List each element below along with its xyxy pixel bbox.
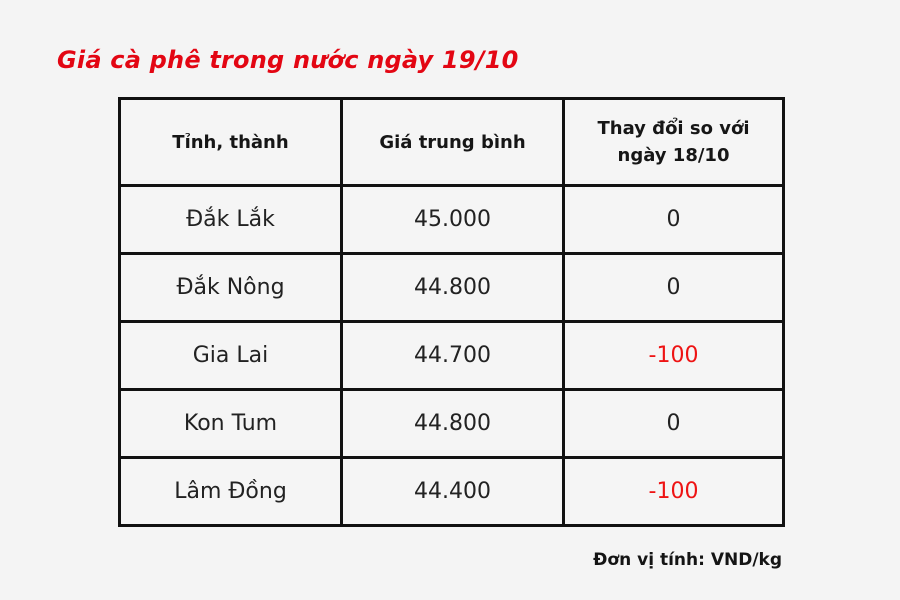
change-cell: 0	[562, 252, 785, 323]
change-cell: 0	[562, 184, 785, 255]
table-row: Gia Lai 44.700 -100	[118, 320, 785, 391]
price-cell: 44.400	[340, 456, 565, 527]
table-body: Đắk Lắk 45.000 0 Đắk Nông 44.800 0 Gia Lai 44.7…	[118, 184, 785, 527]
province-cell: Đắk Nông	[118, 252, 343, 323]
province-cell: Đắk Lắk	[118, 184, 343, 255]
column-header-province: Tỉnh, thành	[118, 97, 343, 187]
table-row: Đắk Nông 44.800 0	[118, 252, 785, 323]
table-row: Lâm Đồng 44.400 -100	[118, 456, 785, 527]
column-header-change: Thay đổi so với ngày 18/10	[562, 97, 785, 187]
coffee-price-table: Tỉnh, thành Giá trung bình Thay đổi so v…	[118, 97, 785, 527]
province-cell: Kon Tum	[118, 388, 343, 459]
change-cell: -100	[562, 456, 785, 527]
price-cell: 44.700	[340, 320, 565, 391]
page-title: Giá cà phê trong nước ngày 19/10	[57, 46, 519, 74]
price-cell: 44.800	[340, 388, 565, 459]
province-cell: Lâm Đồng	[118, 456, 343, 527]
unit-note: Đơn vị tính: VND/kg	[593, 550, 782, 570]
change-cell: 0	[562, 388, 785, 459]
price-cell: 44.800	[340, 252, 565, 323]
province-cell: Gia Lai	[118, 320, 343, 391]
table-row: Kon Tum 44.800 0	[118, 388, 785, 459]
table-row: Đắk Lắk 45.000 0	[118, 184, 785, 255]
column-header-average-price: Giá trung bình	[340, 97, 565, 187]
change-cell: -100	[562, 320, 785, 391]
table-header-row: Tỉnh, thành Giá trung bình Thay đổi so v…	[118, 97, 785, 187]
price-cell: 45.000	[340, 184, 565, 255]
